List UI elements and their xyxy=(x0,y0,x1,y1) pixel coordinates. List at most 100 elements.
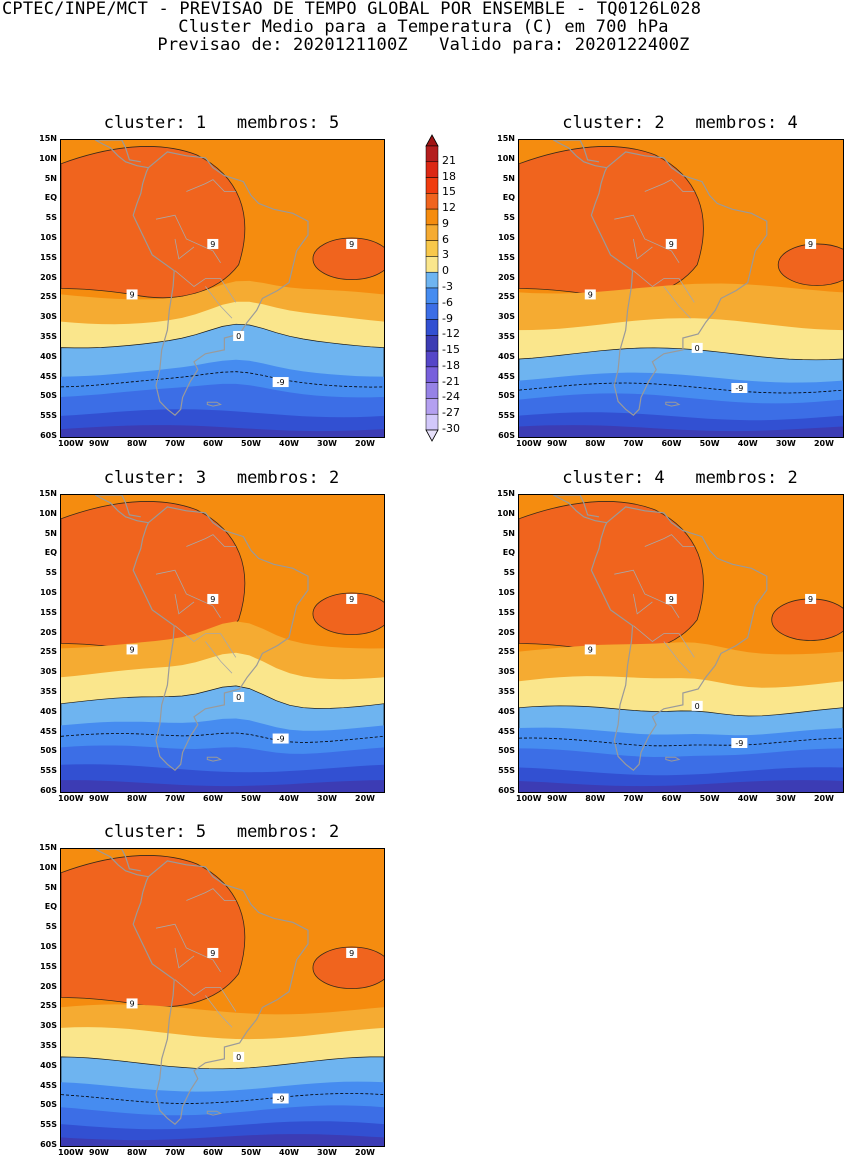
colorbar-swatch xyxy=(425,398,439,415)
lat-tick-label: 10N xyxy=(39,153,57,163)
field-band-9-east xyxy=(771,598,843,641)
colorbar-tick-label: 6 xyxy=(442,232,449,246)
lon-tick-label: 50W xyxy=(699,439,720,448)
contour-label: 0 xyxy=(233,1051,245,1062)
svg-text:9: 9 xyxy=(669,595,674,604)
lat-tick-label: 15N xyxy=(39,489,57,498)
lat-tick-label: 35S xyxy=(40,332,57,341)
svg-text:-9: -9 xyxy=(277,735,285,744)
temperature-map: 9 9 9 0 -9 xyxy=(518,139,844,438)
svg-text:9: 9 xyxy=(588,290,593,299)
colorbar-tick-label: -24 xyxy=(442,390,460,404)
isotherm-minus-9 xyxy=(61,1093,384,1104)
lat-tick-label: 50S xyxy=(40,746,57,756)
lat-tick-label: 45S xyxy=(498,371,515,381)
contour-label: -9 xyxy=(272,733,289,744)
svg-text:9: 9 xyxy=(808,240,813,249)
svg-text:9: 9 xyxy=(349,949,354,958)
country-border xyxy=(644,179,695,192)
central-america-coastline xyxy=(94,140,149,169)
lat-tick-label: 20S xyxy=(498,272,515,282)
contour-label: 0 xyxy=(691,342,703,353)
lat-tick-label: 5S xyxy=(45,568,57,578)
lat-tick-label: 40S xyxy=(498,706,515,716)
colorbar-scale xyxy=(425,134,439,442)
lon-tick-label: 70W xyxy=(165,1148,185,1157)
colorbar-tick-label: -9 xyxy=(442,311,453,325)
panel-title: cluster: 4 membros: 2 xyxy=(562,468,798,488)
lat-tick-label: 25S xyxy=(40,292,57,302)
lon-tick-label: 30W xyxy=(317,439,337,448)
contour-label: 0 xyxy=(233,331,245,342)
south-america-coastline xyxy=(590,151,768,417)
lon-tick-label: 60W xyxy=(203,439,223,448)
south-america-coastline xyxy=(590,506,768,772)
colorbar-swatch xyxy=(425,319,439,336)
colorbar-swatch xyxy=(425,256,439,273)
country-border xyxy=(174,947,195,969)
lon-tick-label: 60W xyxy=(661,439,682,448)
lat-tick-label: 55S xyxy=(498,411,515,421)
falkland-islands xyxy=(206,756,222,762)
isotherm-minus-9 xyxy=(519,382,843,394)
colorbar-tick-label: 12 xyxy=(442,201,456,215)
lat-tick-label: 10S xyxy=(498,233,515,242)
contour-label: 9 xyxy=(126,289,138,300)
field-band-9-east xyxy=(312,946,384,989)
field-band-9-east xyxy=(312,592,384,635)
lon-tick-label: 70W xyxy=(623,439,644,448)
country-border xyxy=(174,625,237,658)
lat-tick-label: 15S xyxy=(40,961,57,971)
lon-tick-label: 80W xyxy=(127,439,147,448)
lat-tick-label: 15N xyxy=(39,134,57,143)
lon-tick-label: 40W xyxy=(737,439,758,448)
contour-label: 9 xyxy=(665,593,677,604)
field-band-9 xyxy=(519,501,704,654)
contour-label: -9 xyxy=(731,737,748,748)
lat-tick-label: 60S xyxy=(498,786,515,795)
colorbar-swatch xyxy=(425,350,439,368)
field-band-9 xyxy=(61,855,246,1008)
colorbar-swatch xyxy=(425,287,439,305)
lat-tick-label: 35S xyxy=(40,687,57,696)
lat-tick-label: 5N xyxy=(502,528,515,538)
falkland-islands xyxy=(665,401,681,407)
colorbar-tick-label: 21 xyxy=(442,153,456,167)
lon-tick-label: 20W xyxy=(813,794,834,803)
lat-tick-label: 5S xyxy=(503,568,515,578)
country-border xyxy=(186,534,236,547)
header-line-3: Previsao de: 2020121100Z Valido para: 20… xyxy=(157,35,690,55)
colorbar-tick-label: -18 xyxy=(442,358,460,372)
panel-title: cluster: 3 membros: 2 xyxy=(103,468,340,488)
lon-tick-label: 30W xyxy=(775,439,796,448)
lat-tick-label: 35S xyxy=(498,332,515,341)
svg-text:0: 0 xyxy=(695,344,700,353)
temperature-map: 9 9 9 0 -9 xyxy=(60,848,385,1147)
field-band-9-east xyxy=(312,237,384,280)
lon-tick-label: 20W xyxy=(355,1148,375,1157)
colorbar-swatch xyxy=(425,224,439,241)
country-border xyxy=(633,238,653,260)
colorbar-swatch xyxy=(425,366,439,383)
colorbar-swatch xyxy=(425,240,439,257)
lat-tick-label: 15S xyxy=(498,252,515,262)
lat-tick-label: 55S xyxy=(40,1120,57,1130)
svg-text:0: 0 xyxy=(695,702,700,711)
field-band-minus-15 xyxy=(61,425,384,437)
svg-text:9: 9 xyxy=(130,290,135,299)
lat-tick-label: 15S xyxy=(40,607,57,617)
lat-tick-label: 20S xyxy=(40,627,57,637)
lat-tick-label: 30S xyxy=(40,1021,57,1031)
lat-tick-label: 50S xyxy=(498,391,515,401)
colorbar-top-arrow xyxy=(425,134,439,147)
field-band-minus-15 xyxy=(61,1134,384,1146)
lat-tick-label: 55S xyxy=(40,411,57,421)
lon-tick-label: 100W xyxy=(58,439,84,448)
lat-tick-label: 20S xyxy=(40,272,57,282)
lat-tick-label: 55S xyxy=(498,766,515,776)
lat-tick-label: EQ xyxy=(502,193,515,203)
lat-tick-label: 40S xyxy=(40,706,57,716)
colorbar-bottom-arrow xyxy=(425,429,439,442)
lon-tick-label: 50W xyxy=(241,1148,261,1157)
contour-label: -9 xyxy=(731,382,748,393)
